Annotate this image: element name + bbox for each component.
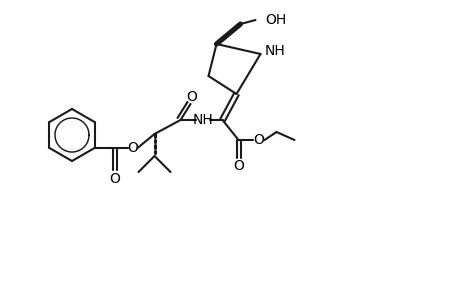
Text: O: O xyxy=(252,133,263,147)
Text: NH: NH xyxy=(192,113,213,127)
Text: NH: NH xyxy=(263,44,284,58)
Text: O: O xyxy=(186,90,196,104)
Text: OH: OH xyxy=(265,13,286,27)
Text: O: O xyxy=(127,141,138,155)
Text: O: O xyxy=(109,172,120,186)
Text: O: O xyxy=(233,159,243,173)
